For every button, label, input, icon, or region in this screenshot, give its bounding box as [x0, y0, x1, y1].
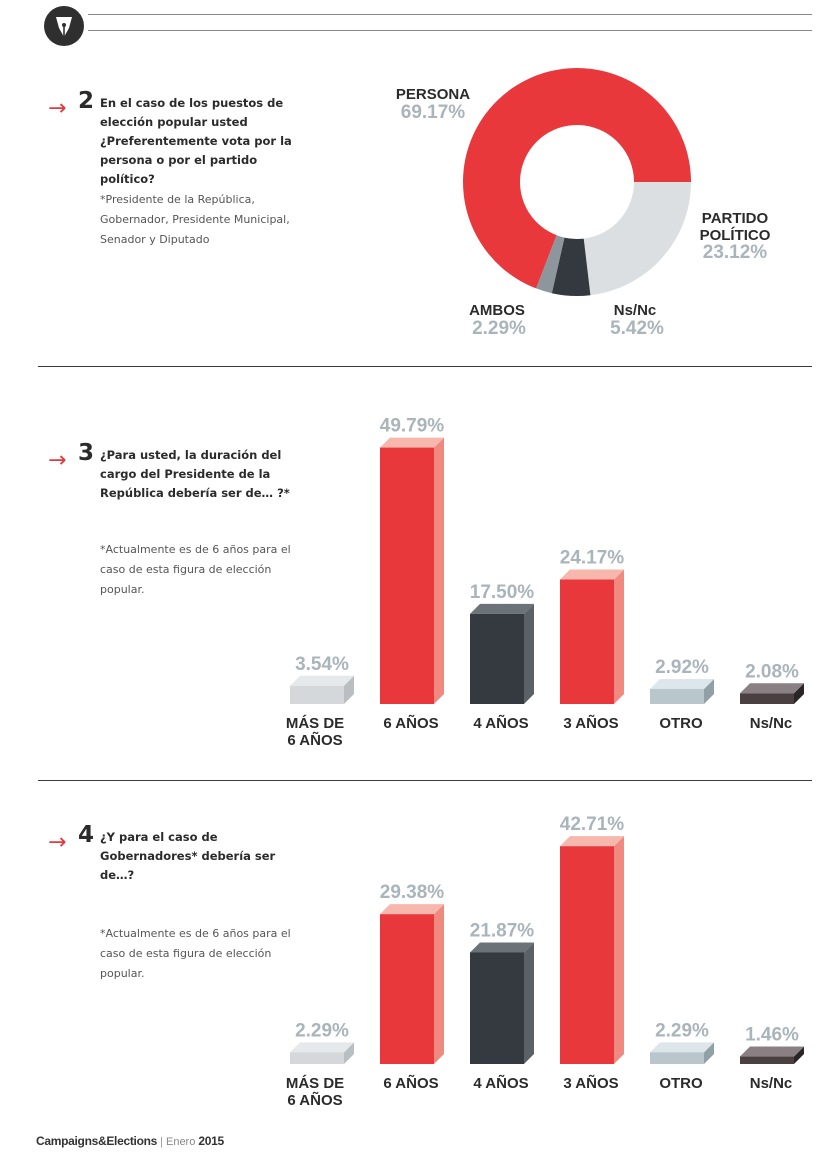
- bar: [650, 688, 704, 704]
- bar-value-label: 2.92%: [655, 657, 709, 678]
- bar-value-label: 17.50%: [470, 582, 535, 603]
- bar-side: [614, 569, 624, 704]
- bar-value-label: 24.17%: [560, 548, 625, 569]
- bar-category-label: 6 AÑOS: [287, 1091, 342, 1109]
- bar-category-label: 4 AÑOS: [473, 1074, 528, 1092]
- bar: [560, 846, 614, 1064]
- bar-top: [650, 1042, 714, 1053]
- bar: [740, 693, 794, 704]
- bar-side: [344, 1042, 354, 1064]
- header-rule-bottom: [88, 30, 812, 31]
- question-number: 2: [78, 88, 95, 114]
- bar-category-label: MÁS DE: [286, 715, 344, 732]
- donut-slice: [463, 67, 691, 289]
- bar-category-label: 6 AÑOS: [383, 1074, 438, 1092]
- bar-top: [380, 437, 444, 448]
- bar-value-label: 21.87%: [470, 920, 535, 941]
- bar-top: [470, 942, 534, 953]
- bar-category-label: MÁS DE: [286, 1075, 344, 1092]
- bar-category-label: OTRO: [659, 715, 703, 732]
- donut-label-ambos: AMBOS: [469, 302, 525, 319]
- bar: [740, 1056, 794, 1064]
- bar-value-label: 2.08%: [745, 661, 799, 682]
- bar: [560, 579, 614, 704]
- bar-category-label: 6 AÑOS: [383, 714, 438, 732]
- bar-side: [344, 675, 354, 704]
- bar-side: [704, 678, 714, 704]
- arrow-icon: →: [48, 448, 67, 473]
- bar: [470, 613, 524, 704]
- donut-value-partido: 23.12%: [702, 242, 768, 263]
- donut-slice: [536, 235, 565, 294]
- bar-top: [560, 569, 624, 580]
- bar: [380, 914, 434, 1064]
- bar: [290, 1052, 344, 1064]
- donut-label-nsnc: Ns/Nc: [613, 302, 657, 319]
- question-text: En el caso de los puestos de elección po…: [100, 96, 292, 186]
- bar-category-label: Ns/Nc: [750, 715, 793, 732]
- bar-value-label: 2.29%: [655, 1020, 709, 1041]
- bar-side: [704, 1042, 714, 1064]
- question-number: 4: [78, 822, 95, 848]
- footer: Campaigns&Elections | Enero 2015: [36, 1134, 224, 1148]
- bar-category-label: Ns/Nc: [750, 1075, 793, 1092]
- footer-year: 2015: [198, 1134, 224, 1148]
- bar-side: [614, 836, 624, 1064]
- bar-side: [794, 1046, 804, 1064]
- bar-category-label: 3 AÑOS: [563, 714, 618, 732]
- bar-top: [290, 1042, 354, 1053]
- bar-value-label: 3.54%: [295, 654, 349, 675]
- donut-label-partido: PARTIDO POLÍTICO: [699, 210, 771, 244]
- donut-slice: [551, 237, 591, 296]
- bar-category-label: 3 AÑOS: [563, 1074, 618, 1092]
- arrow-icon: →: [48, 830, 67, 855]
- bar-top: [740, 683, 804, 694]
- bar-top: [740, 1046, 804, 1057]
- bar-side: [434, 904, 444, 1064]
- header-rule-top: [88, 14, 812, 15]
- donut-chart: [463, 67, 691, 296]
- donut-value-persona: 69.17%: [400, 102, 466, 123]
- bar-top: [650, 678, 714, 689]
- section-divider-1: [38, 366, 812, 367]
- bar-top: [290, 675, 354, 686]
- bar-value-label: 42.71%: [560, 814, 625, 835]
- bar-side: [524, 942, 534, 1064]
- bar-side: [524, 603, 534, 704]
- question-text: ¿Y para el caso de Gobernadores* debería…: [100, 830, 276, 882]
- bar-category-label: OTRO: [659, 1075, 703, 1092]
- question-note: *Presidente de la República, Gobernador,…: [100, 193, 290, 246]
- bar: [290, 685, 344, 704]
- bar: [470, 952, 524, 1064]
- donut-slice: [583, 182, 691, 296]
- bar-top: [560, 836, 624, 847]
- bar-top: [470, 603, 534, 614]
- question-text: ¿Para usted, la duración del cargo del P…: [100, 448, 290, 500]
- question-number: 3: [78, 440, 95, 466]
- donut-value-ambos: 2.29%: [472, 318, 526, 339]
- footer-separator: |: [160, 1136, 163, 1148]
- footer-month: Enero: [165, 1136, 196, 1148]
- footer-brand: Campaigns&Elections: [36, 1134, 157, 1148]
- bar: [380, 447, 434, 704]
- question-note: *Actualmente es de 6 años para el caso d…: [100, 927, 291, 980]
- question-note: *Actualmente es de 6 años para el caso d…: [100, 543, 291, 596]
- bar-value-label: 29.38%: [380, 882, 445, 903]
- bar-category-label: 4 AÑOS: [473, 714, 528, 732]
- bar-category-label: 6 AÑOS: [287, 731, 342, 749]
- bar-value-label: 2.29%: [295, 1020, 349, 1041]
- pen-nib-icon: [44, 6, 84, 46]
- donut-label-persona: PERSONA: [395, 86, 471, 103]
- bar-top: [380, 904, 444, 915]
- donut-value-nsnc: 5.42%: [610, 318, 664, 339]
- bar-value-label: 1.46%: [745, 1025, 799, 1046]
- section-divider-2: [38, 780, 812, 781]
- bar-value-label: 49.79%: [380, 416, 445, 437]
- bar-side: [794, 683, 804, 704]
- arrow-icon: →: [48, 96, 67, 121]
- bar-side: [434, 437, 444, 704]
- bar: [650, 1052, 704, 1064]
